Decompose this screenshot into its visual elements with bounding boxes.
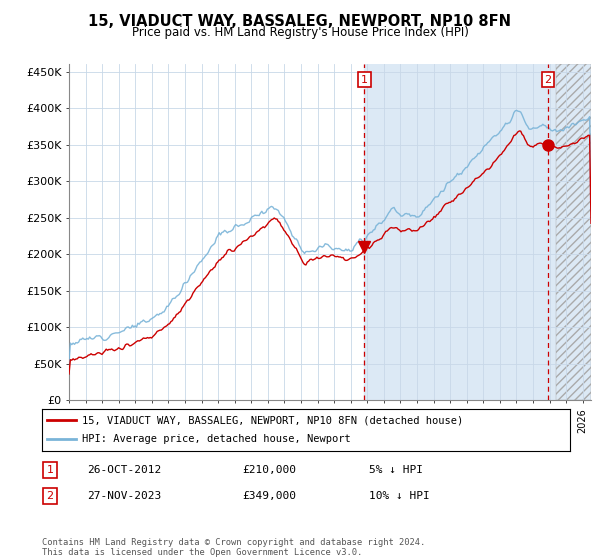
Text: 15, VIADUCT WAY, BASSALEG, NEWPORT, NP10 8FN (detached house): 15, VIADUCT WAY, BASSALEG, NEWPORT, NP10… bbox=[82, 415, 463, 425]
Text: 27-NOV-2023: 27-NOV-2023 bbox=[87, 491, 161, 501]
Text: £349,000: £349,000 bbox=[242, 491, 296, 501]
Text: 2: 2 bbox=[46, 491, 53, 501]
Text: 1: 1 bbox=[361, 74, 368, 85]
Text: 1: 1 bbox=[46, 465, 53, 475]
Text: 2: 2 bbox=[544, 74, 551, 85]
Text: Contains HM Land Registry data © Crown copyright and database right 2024.
This d: Contains HM Land Registry data © Crown c… bbox=[42, 538, 425, 557]
Text: 5% ↓ HPI: 5% ↓ HPI bbox=[370, 465, 424, 475]
Text: 15, VIADUCT WAY, BASSALEG, NEWPORT, NP10 8FN: 15, VIADUCT WAY, BASSALEG, NEWPORT, NP10… bbox=[89, 14, 511, 29]
Text: Price paid vs. HM Land Registry's House Price Index (HPI): Price paid vs. HM Land Registry's House … bbox=[131, 26, 469, 39]
Bar bbox=[556, 64, 591, 400]
Text: 10% ↓ HPI: 10% ↓ HPI bbox=[370, 491, 430, 501]
Text: HPI: Average price, detached house, Newport: HPI: Average price, detached house, Newp… bbox=[82, 435, 350, 445]
Bar bbox=[364, 64, 591, 400]
Text: £210,000: £210,000 bbox=[242, 465, 296, 475]
Text: 26-OCT-2012: 26-OCT-2012 bbox=[87, 465, 161, 475]
